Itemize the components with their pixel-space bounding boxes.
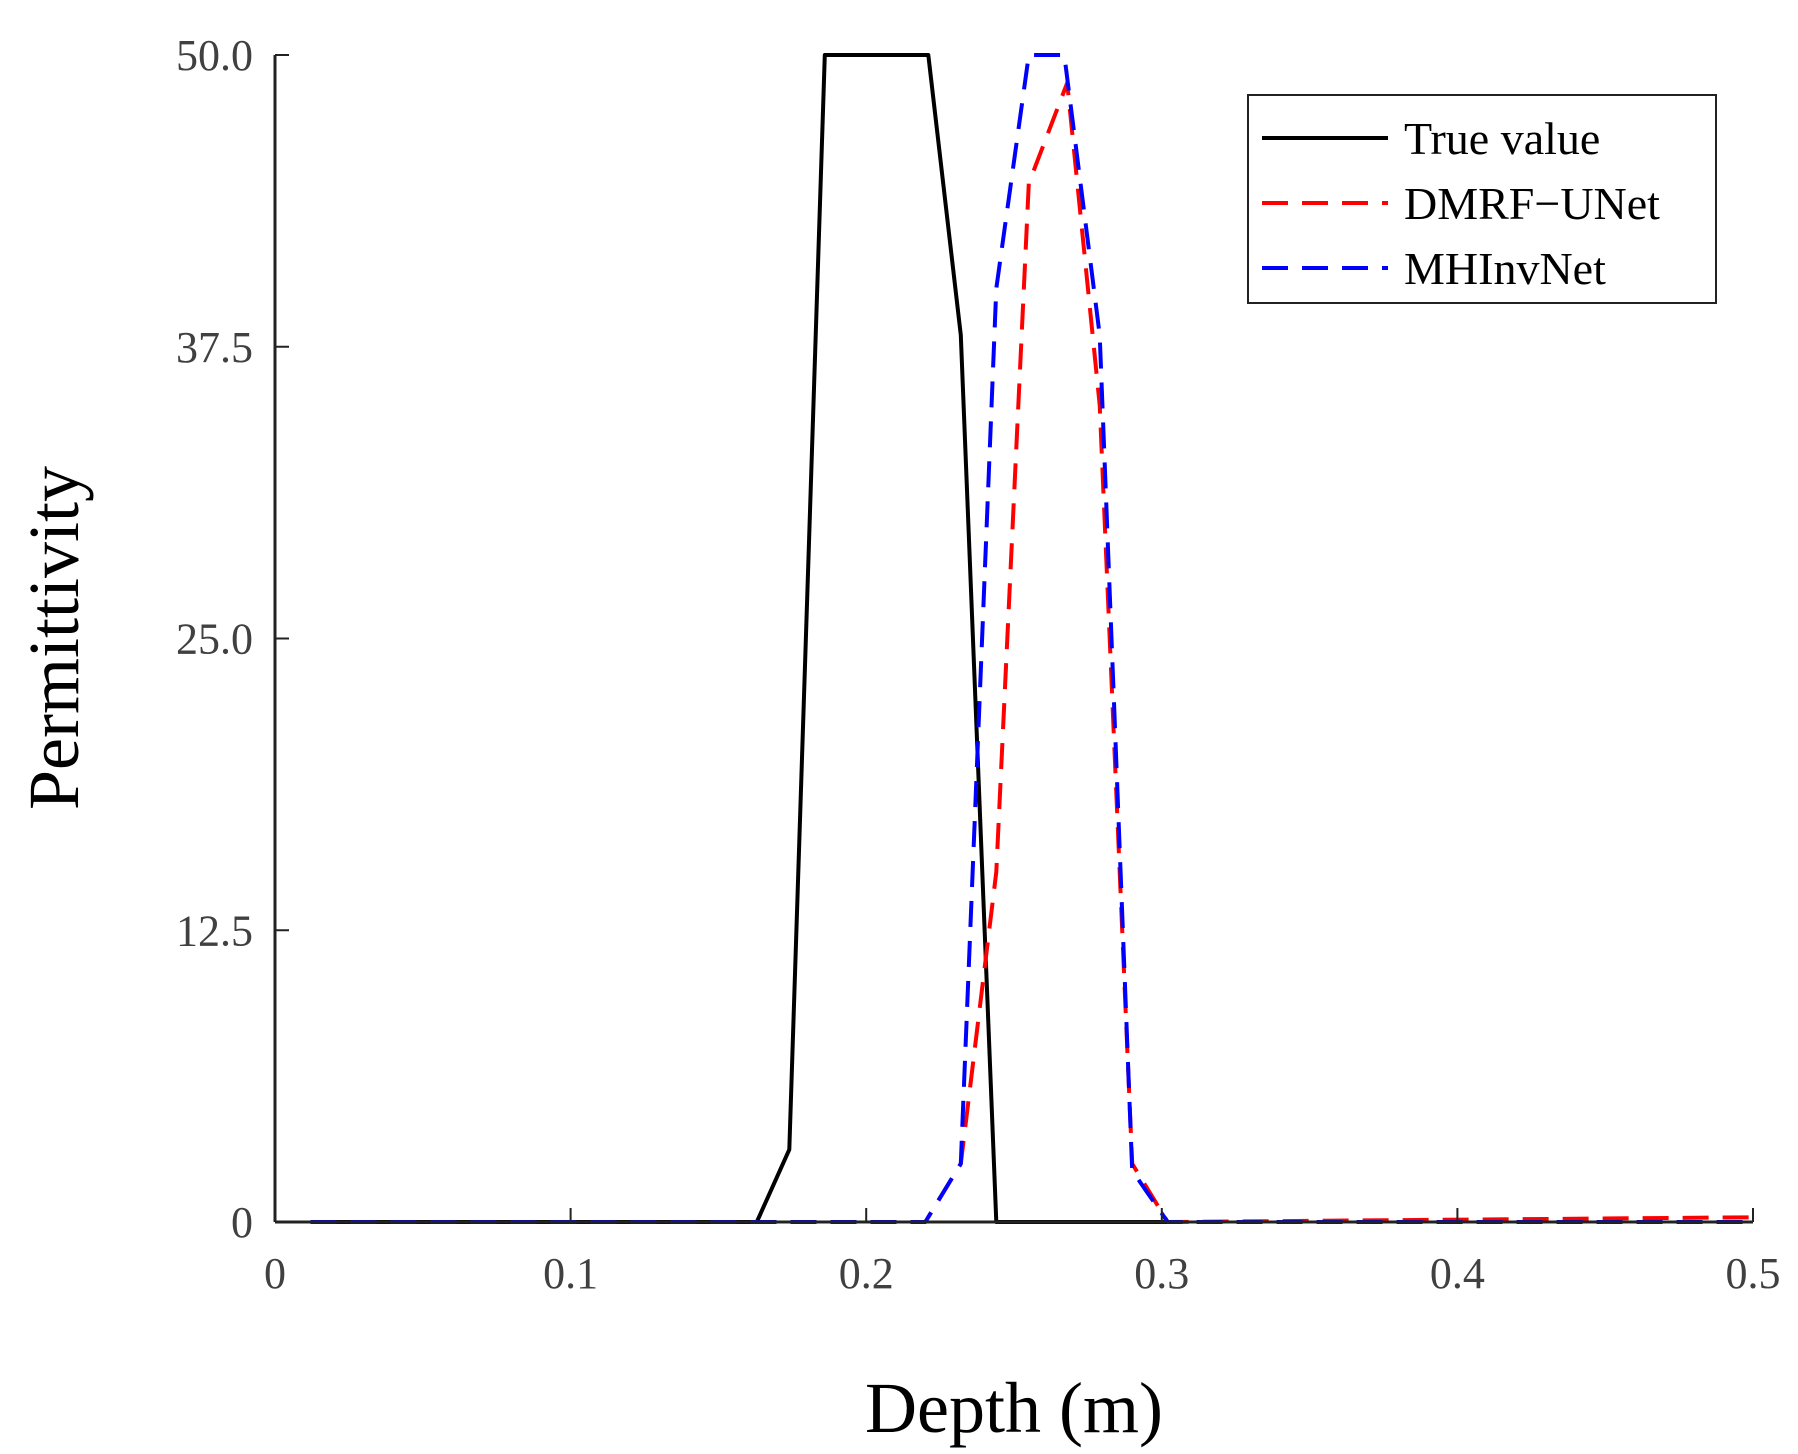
x-tick-label: 0.4	[1430, 1249, 1485, 1298]
x-tick-label: 0.3	[1134, 1249, 1189, 1298]
x-tick-label: 0	[264, 1249, 286, 1298]
y-tick-label: 50.0	[176, 31, 253, 80]
x-tick-label: 0.5	[1726, 1249, 1781, 1298]
y-axis-title: Permittivity	[14, 466, 94, 810]
ticks-layer: 0 0.1 0.2 0.3 0.4 0.5 0 12.5 25.0 37.5 50.0	[176, 31, 1781, 1298]
legend-label-0: True value	[1404, 113, 1600, 164]
series-layer	[310, 53, 1754, 1224]
y-tick-label: 12.5	[176, 906, 253, 955]
series-line-0	[310, 53, 1168, 1224]
legend: True value DMRF−UNet MHInvNet	[1247, 94, 1717, 304]
y-tick-label: 37.5	[176, 323, 253, 372]
y-tick-label: 0	[231, 1198, 253, 1247]
y-tick-label: 25.0	[176, 615, 253, 664]
x-tick-label: 0.2	[839, 1249, 894, 1298]
x-axis-title: Depth (m)	[865, 1368, 1163, 1448]
legend-label-1: DMRF−UNet	[1404, 178, 1660, 229]
legend-label-2: MHInvNet	[1404, 243, 1606, 294]
series-line-2	[310, 53, 1753, 1224]
x-tick-label: 0.1	[543, 1249, 598, 1298]
